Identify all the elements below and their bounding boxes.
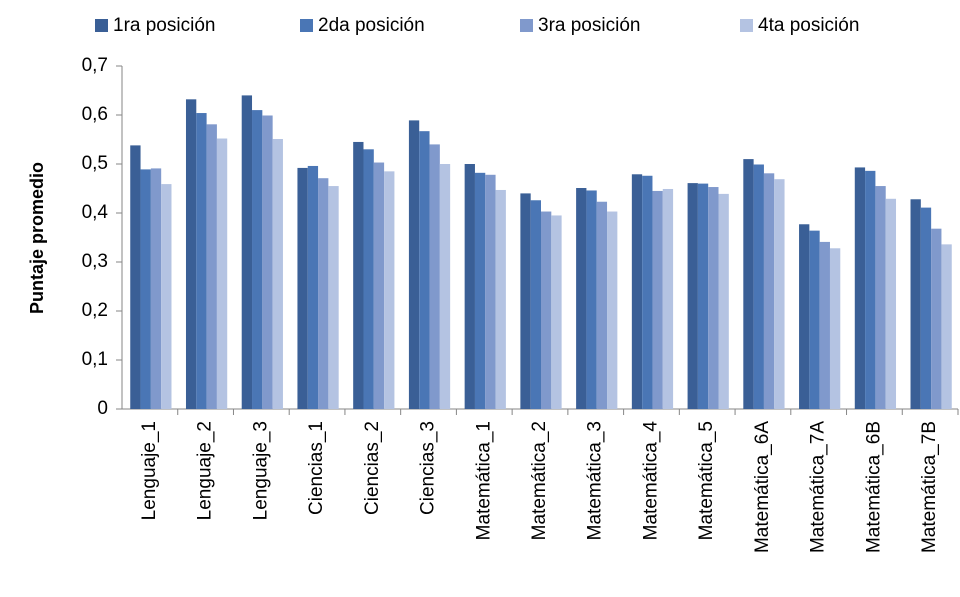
bar [885,198,897,409]
bar [631,174,643,409]
bar [474,172,486,409]
bar [541,211,552,409]
bar [429,144,440,409]
bar [297,167,308,409]
x-tick-label: Matemática_4 [640,421,661,541]
bar [819,241,830,409]
x-tick-label: Ciencias_1 [306,421,327,515]
bar [530,200,541,409]
y-tick-label: 0,7 [82,55,108,76]
bar [363,149,374,410]
y-tick-label: 0 [97,398,108,419]
legend-label: 1ra posición [113,15,215,36]
bar [854,167,866,409]
legend-label: 3ra posición [538,15,640,36]
x-tick-label: Matemática_3 [585,421,606,540]
bar [262,115,273,410]
bar [607,211,618,409]
x-tick-label: Lenguaje_2 [195,421,216,520]
y-tick-label: 0,3 [82,251,108,272]
y-tick-label: 0,2 [82,300,108,321]
bar [353,141,364,409]
bar [130,145,141,409]
bar [252,110,263,409]
bar [307,165,319,409]
bar [763,173,775,409]
bar [809,230,820,409]
bar [586,190,597,409]
x-tick-label: Matemática_7B [919,421,940,553]
bar [718,193,729,409]
bar [495,189,506,409]
y-tick-label: 0,1 [82,349,108,370]
bar [642,175,653,409]
legend-label: 2da posición [318,15,425,36]
bar [373,162,385,409]
bar [697,183,709,409]
legend-swatch [95,19,108,32]
bar [318,178,329,409]
bar [150,168,162,409]
bar [941,244,952,409]
bar [799,224,810,409]
x-tick-label: Matemática_6A [752,421,773,553]
x-tick-label: Ciencias_3 [418,421,439,515]
x-tick-label: Matemática_2 [529,421,550,540]
bar [687,183,698,409]
bar [753,164,764,409]
bar [596,201,608,409]
bar [910,199,921,409]
bar [829,248,841,409]
bar [328,186,339,409]
bar [161,184,172,409]
bar [865,170,876,409]
y-axis-label: Puntaje promedio [27,162,47,314]
bar [241,95,253,410]
x-tick-label: Matemática_6B [863,421,884,553]
x-tick-label: Matemática_1 [473,421,494,540]
legend-label: 4ta posición [758,15,859,36]
bar [743,159,754,409]
bar [520,193,531,409]
x-tick-label: Lenguaje_3 [250,421,271,520]
bar [439,164,451,409]
bar [774,179,785,409]
bar [419,131,430,410]
x-tick-label: Matemática_5 [696,421,717,540]
bar [384,171,395,409]
legend-swatch [740,19,753,32]
legend-swatch [520,19,533,32]
y-tick-label: 0,5 [82,153,108,174]
bar [576,188,587,409]
bar [206,124,217,409]
bar [216,138,228,409]
bar [185,99,197,409]
bar [272,139,283,409]
y-tick-label: 0,4 [82,202,109,223]
bar [920,207,932,409]
bar [408,120,420,409]
legend-swatch [300,19,313,32]
bar [464,164,475,409]
x-tick-label: Matemática_7A [808,421,829,553]
bar [196,113,207,409]
y-tick-label: 0,6 [82,104,108,125]
bar [931,228,942,409]
bar [708,187,719,409]
bar [652,190,663,409]
x-tick-label: Lenguaje_1 [139,421,160,520]
bar [485,174,496,409]
bar [662,188,674,409]
bar [140,169,151,409]
bar [551,215,562,409]
x-tick-label: Ciencias_2 [362,421,383,515]
bar [875,186,886,409]
